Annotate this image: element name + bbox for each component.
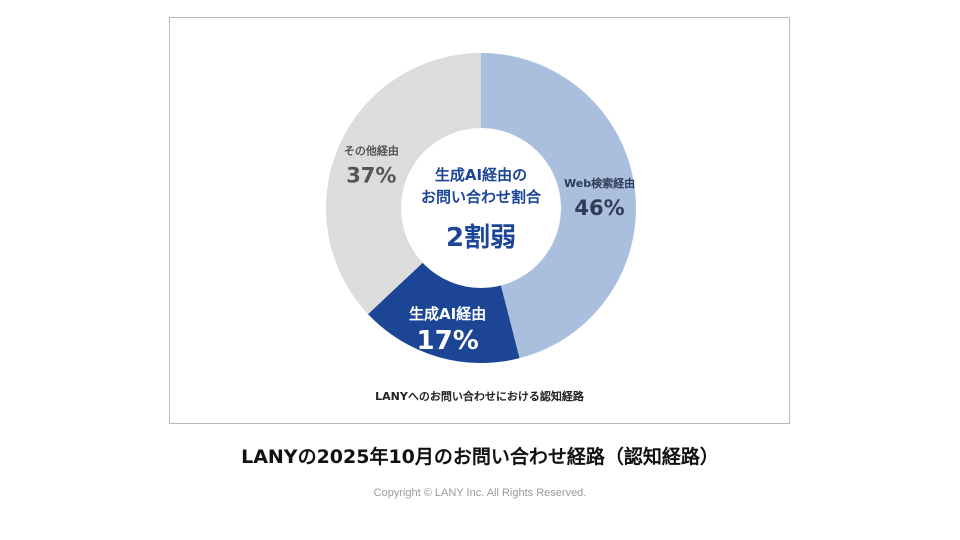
chart-frame: Web検索経由 46% 生成AI経由 17% その他経由 37% 生成AI経由の お問い合… xyxy=(169,17,790,424)
donut-chart: Web検索経由 46% 生成AI経由 17% その他経由 37% 生成AI経由の お問い合… xyxy=(326,53,636,364)
chart-caption: LANYへのお問い合わせにおける認知経路 xyxy=(375,390,584,403)
center-line-1: 生成AI経由の xyxy=(435,166,527,184)
copyright-text: Copyright © LANY Inc. All Rights Reserve… xyxy=(373,487,587,499)
slice-value-web-search: 46% xyxy=(574,196,624,220)
center-line-2: お問い合わせ割合 xyxy=(421,188,542,206)
center-value: 2割弱 xyxy=(446,222,516,253)
slice-label-other: その他経由 xyxy=(344,144,399,158)
slice-value-other: 37% xyxy=(346,164,396,188)
slice-value-generative-ai: 17% xyxy=(417,326,479,356)
page-title: LANYの2025年10月のお問い合わせ経路（認知経路） xyxy=(241,446,719,468)
slice-label-web-search: Web検索経由 xyxy=(564,176,635,190)
slice-other xyxy=(326,53,481,315)
donut-hole xyxy=(401,128,561,288)
slice-label-generative-ai: 生成AI経由 xyxy=(409,305,486,323)
